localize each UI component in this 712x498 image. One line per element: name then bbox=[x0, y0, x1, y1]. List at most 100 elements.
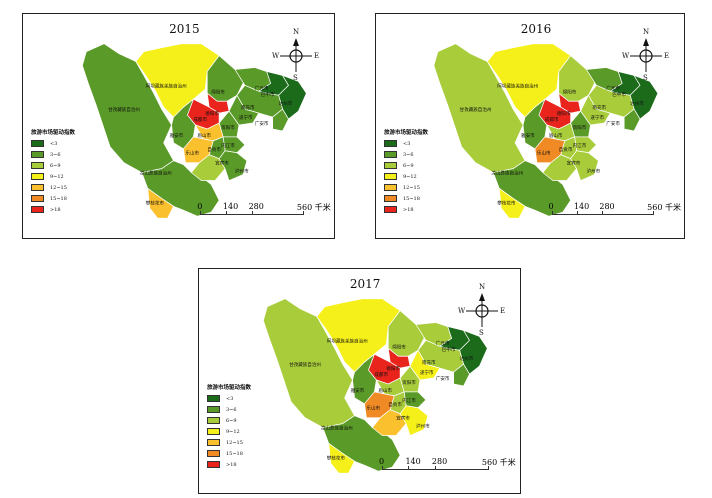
legend-item: >18 bbox=[384, 204, 428, 215]
legend-label: 3~6 bbox=[50, 151, 61, 158]
region-label-yibin: 宜宾市 bbox=[215, 160, 229, 167]
legend-swatch bbox=[384, 195, 397, 202]
scale-tick-label: 0 bbox=[378, 457, 385, 466]
region-label-ganzi: 甘孜藏族自治州 bbox=[289, 361, 321, 368]
region-yaan bbox=[352, 353, 377, 405]
year-title: 2015 bbox=[169, 22, 200, 36]
region-label-aba: 阿坝藏族羌族自治州 bbox=[327, 337, 368, 344]
legend-item: 12~15 bbox=[31, 182, 75, 193]
legend-label: 6~9 bbox=[403, 162, 414, 169]
scale-tick-label: 280 bbox=[599, 202, 615, 211]
scale-tick-label: 280 bbox=[431, 457, 448, 466]
region-label-chengdu: 成都市 bbox=[374, 371, 388, 378]
legend-label: >18 bbox=[226, 461, 237, 468]
legend-label: 12~15 bbox=[403, 184, 420, 191]
region-aba bbox=[135, 43, 220, 118]
region-label-dazhou: 达州市 bbox=[279, 100, 293, 107]
region-label-aba: 阿坝藏族羌族自治州 bbox=[146, 82, 187, 89]
scale-bar: 0 140 280 560 千米 bbox=[548, 202, 694, 218]
scale-tick-label: 140 bbox=[222, 202, 239, 211]
region-label-nanchong: 南充市 bbox=[592, 104, 606, 111]
map-panel-2016: 阿坝藏族羌族自治州 甘孜藏族自治州 凉山彝族自治州 攀枝花市 绵阳市 广元市 巴中市 达州市南… bbox=[375, 13, 685, 239]
region-label-yaan: 雅安市 bbox=[170, 132, 184, 139]
map-panel-2015: 阿坝藏族羌族自治州 甘孜藏族自治州 凉山彝族自治州 攀枝花市 绵阳市 广元市 巴中市 达州市南… bbox=[22, 13, 335, 239]
region-guangan bbox=[272, 108, 289, 132]
region-label-ziyang: 资阳市 bbox=[402, 379, 416, 386]
region-luzhou bbox=[218, 150, 248, 181]
legend-item: 15~18 bbox=[384, 193, 428, 204]
region-label-mianyang: 绵阳市 bbox=[392, 343, 406, 350]
legend-label: 12~15 bbox=[226, 439, 243, 446]
legend-item: 3~6 bbox=[384, 149, 428, 160]
region-guangan bbox=[453, 363, 470, 387]
region-yibin bbox=[542, 154, 578, 181]
legend-item: <3 bbox=[384, 138, 428, 149]
region-label-dazhou: 达州市 bbox=[460, 355, 474, 362]
legend-item: 6~9 bbox=[31, 160, 75, 171]
region-label-leshan: 乐山市 bbox=[185, 150, 199, 157]
region-panzhihua bbox=[328, 442, 355, 474]
scale-bar: 0 140 280 560 千米 bbox=[197, 202, 343, 218]
scale-tick-label: 140 bbox=[405, 457, 421, 466]
legend-swatch bbox=[207, 428, 220, 435]
legend-label: 9~12 bbox=[403, 173, 417, 180]
scale-tick-label: 560 千米 bbox=[296, 203, 331, 212]
legend-label: 12~15 bbox=[50, 184, 67, 191]
legend-swatch bbox=[31, 184, 44, 191]
legend-label: >18 bbox=[50, 206, 61, 213]
region-label-chengdu: 成都市 bbox=[193, 116, 207, 123]
compass-icon: N S E W bbox=[622, 28, 669, 82]
region-label-nanchong: 南充市 bbox=[241, 104, 255, 111]
region-panzhihua bbox=[147, 187, 174, 219]
legend-item: 3~6 bbox=[31, 149, 75, 160]
scale-tick-label: 0 bbox=[548, 202, 554, 211]
region-label-neijiang: 内江市 bbox=[573, 142, 587, 149]
region-label-guangyuan: 广元市 bbox=[255, 84, 269, 91]
legend-swatch bbox=[207, 461, 220, 468]
legend-item: >18 bbox=[31, 204, 75, 215]
legend-label: 9~12 bbox=[226, 428, 240, 435]
scale-tick-label: 0 bbox=[197, 202, 203, 211]
compass-s: S bbox=[293, 74, 298, 82]
legend-item: 9~12 bbox=[384, 171, 428, 182]
legend-swatch bbox=[384, 173, 397, 180]
region-label-bazhong: 巴中市 bbox=[442, 346, 456, 353]
compass-n: N bbox=[293, 28, 300, 36]
region-label-neijiang: 内江市 bbox=[402, 397, 416, 404]
region-label-bazhong: 巴中市 bbox=[612, 91, 626, 98]
legend-label: 15~18 bbox=[403, 195, 420, 202]
region-yaan bbox=[522, 98, 548, 150]
legend-label: 3~6 bbox=[226, 406, 237, 413]
region-label-suining: 遂宁市 bbox=[590, 114, 604, 121]
region-label-guangan: 广安市 bbox=[606, 120, 620, 127]
legend-label: 15~18 bbox=[226, 450, 243, 457]
region-label-zigong: 自贡市 bbox=[388, 401, 402, 408]
region-guangan bbox=[623, 108, 641, 132]
legend-item: 15~18 bbox=[207, 448, 251, 459]
legend: 旅游市场驱动指数 <3 3~6 6~9 9~12 12~15 15~18 >18 bbox=[384, 128, 428, 215]
region-label-bazhong: 巴中市 bbox=[261, 91, 275, 98]
region-label-ziyang: 资阳市 bbox=[573, 124, 587, 131]
legend-swatch bbox=[207, 450, 220, 457]
scale-tick-label: 140 bbox=[573, 202, 590, 211]
region-label-deyang: 德阳市 bbox=[557, 110, 571, 117]
legend-swatch bbox=[207, 417, 220, 424]
region-yaan bbox=[171, 98, 196, 150]
compass-icon: N S E W bbox=[272, 28, 319, 82]
compass-s: S bbox=[643, 74, 648, 82]
region-label-yibin: 宜宾市 bbox=[396, 415, 410, 422]
year-title: 2017 bbox=[349, 277, 381, 291]
region-label-nanchong: 南充市 bbox=[422, 359, 436, 366]
legend-label: 15~18 bbox=[50, 195, 67, 202]
region-label-meishan: 眉山市 bbox=[197, 132, 211, 139]
legend-item: 9~12 bbox=[31, 171, 75, 182]
legend-item: >18 bbox=[207, 459, 251, 470]
region-yibin bbox=[190, 154, 226, 181]
region-label-liangshan: 凉山彝族自治州 bbox=[140, 170, 172, 177]
region-aba bbox=[316, 298, 401, 373]
region-leshan bbox=[364, 391, 395, 419]
legend-label: >18 bbox=[403, 206, 414, 213]
